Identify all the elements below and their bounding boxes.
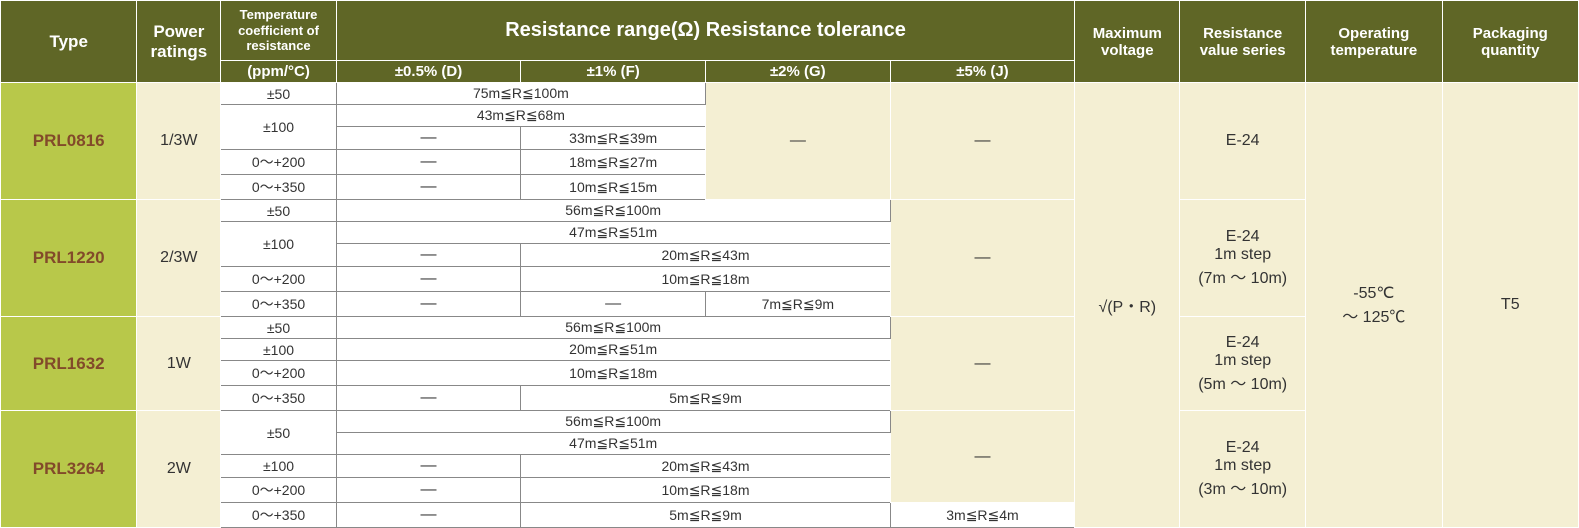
dash-cell: — [336,503,521,528]
hdr-tol-d: ±0.5% (D) [336,61,521,83]
dash-cell: — [336,175,521,200]
range-cell: 20m≦R≦51m [336,339,890,361]
series-l1: E-24 [1184,334,1301,352]
tcr-cell: ±50 [221,411,336,455]
series-l3: (3m ～ 10m) [1184,475,1301,499]
tcr-cell: 0～+200 [221,267,336,292]
optemp-l2: ～ 125℃ [1310,303,1437,327]
range-cell: 56m≦R≦100m [336,411,890,433]
dash-cell: — [336,127,521,150]
range-cell: 47m≦R≦51m [336,433,890,455]
range-cell: 3m≦R≦4m [890,503,1075,528]
tcr-cell: 0～+200 [221,478,336,503]
tcr-cell: ±50 [221,200,336,222]
range-cell: 56m≦R≦100m [336,200,890,222]
tcr-cell: 0～+200 [221,150,336,175]
hdr-pack: Packaging quantity [1442,1,1578,83]
power-prl1632: 1W [137,317,221,411]
tcr-cell: ±50 [221,317,336,339]
dash-cell: — [336,455,521,478]
hdr-tcr-unit: (ppm/°C) [221,61,336,83]
type-prl0816: PRL0816 [1,83,137,200]
range-cell: 75m≦R≦100m [336,83,705,105]
range-cell: 10m≦R≦18m [521,267,890,292]
series-l1: E-24 [1184,439,1301,457]
tcr-cell: ±100 [221,105,336,150]
spec-table: Type Power ratings Temperature coefficie… [0,0,1579,528]
type-prl1220: PRL1220 [1,200,137,317]
hdr-power: Power ratings [137,1,221,83]
series-l2: 1m step [1184,352,1301,370]
tcr-cell: 0～+350 [221,503,336,528]
hdr-tol-f: ±1% (F) [521,61,706,83]
range-cell: 33m≦R≦39m [521,127,706,150]
series-l3: (5m ～ 10m) [1184,370,1301,394]
range-cell: 43m≦R≦68m [336,105,705,127]
type-prl1632: PRL1632 [1,317,137,411]
hdr-type: Type [1,1,137,83]
hdr-tol-g: ±2% (G) [706,61,891,83]
series-l2: 1m step [1184,246,1301,264]
tcr-cell: 0～+200 [221,361,336,386]
range-cell: 10m≦R≦18m [521,478,890,503]
series-l1: E-24 [1184,228,1301,246]
tcr-cell: ±50 [221,83,336,105]
dash-cell: — [890,83,1075,200]
dash-cell: — [521,292,706,317]
power-prl3264: 2W [137,411,221,528]
dash-cell: — [706,83,891,200]
hdr-tol-j: ±5% (J) [890,61,1075,83]
dash-cell: — [336,244,521,267]
hdr-tcr: Temperature coefficient of resistance [221,1,336,61]
tcr-cell: 0～+350 [221,175,336,200]
series-prl3264: E-24 1m step (3m ～ 10m) [1180,411,1306,528]
dash-cell: — [890,317,1075,411]
range-cell: 10m≦R≦15m [521,175,706,200]
series-prl0816: E-24 [1180,83,1306,200]
range-cell: 56m≦R≦100m [336,317,890,339]
hdr-maxv: Maximum voltage [1075,1,1180,83]
range-cell: 20m≦R≦43m [521,455,890,478]
hdr-series: Resistance value series [1180,1,1306,83]
range-cell: 5m≦R≦9m [521,503,890,528]
optemp-cell: -55℃ ～ 125℃ [1306,83,1442,528]
tcr-cell: 0～+350 [221,292,336,317]
tcr-cell: 0～+350 [221,386,336,411]
series-l2: 1m step [1184,457,1301,475]
range-cell: 18m≦R≦27m [521,150,706,175]
dash-cell: — [336,150,521,175]
series-prl1220: E-24 1m step (7m ～ 10m) [1180,200,1306,317]
tcr-cell: ±100 [221,222,336,267]
range-cell: 47m≦R≦51m [336,222,890,244]
tcr-cell: ±100 [221,339,336,361]
pack-cell: T5 [1442,83,1578,528]
dash-cell: — [336,386,521,411]
series-prl1632: E-24 1m step (5m ～ 10m) [1180,317,1306,411]
maxv-cell: √(P・R) [1075,83,1180,528]
dash-cell: — [336,267,521,292]
dash-cell: — [890,200,1075,317]
range-cell: 5m≦R≦9m [521,386,890,411]
series-l3: (7m ～ 10m) [1184,264,1301,288]
range-cell: 20m≦R≦43m [521,244,890,267]
hdr-range: Resistance range(Ω) Resistance tolerance [336,1,1075,61]
range-cell: 7m≦R≦9m [706,292,891,317]
power-prl1220: 2/3W [137,200,221,317]
tcr-cell: ±100 [221,455,336,478]
range-cell: 10m≦R≦18m [336,361,890,386]
type-prl3264: PRL3264 [1,411,137,528]
hdr-optemp: Operating temperature [1306,1,1442,83]
dash-cell: — [336,478,521,503]
dash-cell: — [336,292,521,317]
power-prl0816: 1/3W [137,83,221,200]
optemp-l1: -55℃ [1310,283,1437,303]
dash-cell: — [890,411,1075,503]
